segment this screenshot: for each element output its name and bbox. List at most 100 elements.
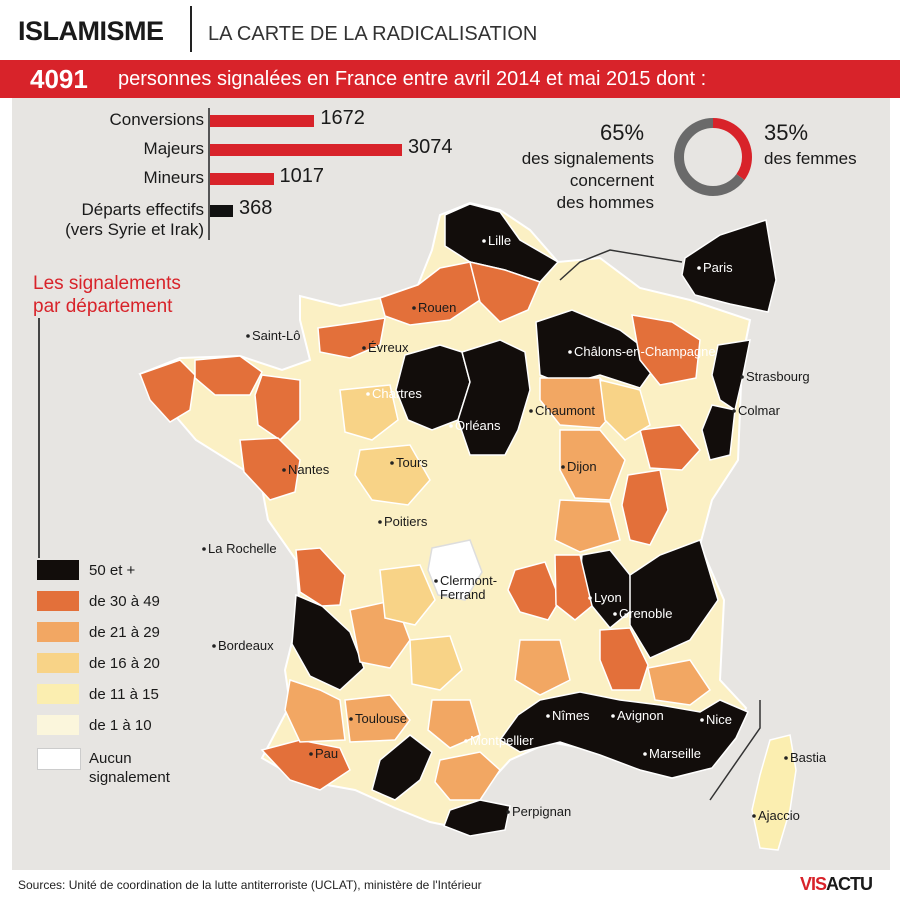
- city-label: Évreux: [368, 340, 409, 355]
- city-dot: [700, 718, 704, 722]
- city-dot: [412, 306, 416, 310]
- stat-label: Départs effectifs (vers Syrie et Irak): [65, 200, 204, 239]
- dept-loiret: [457, 339, 531, 456]
- legend-label: de 11 à 15: [89, 686, 159, 703]
- legend-swatch: [37, 622, 79, 642]
- city-dot: [506, 810, 510, 814]
- stat-label: Conversions: [109, 110, 205, 129]
- city-label: Nantes: [288, 462, 330, 477]
- stat-bar: [210, 173, 274, 185]
- stat-label: Mineurs: [143, 168, 204, 187]
- city-label: Paris: [703, 260, 733, 275]
- dept-gers: [344, 694, 411, 743]
- city-label: Grenoble: [619, 606, 672, 621]
- dept-cotes-armor: [194, 355, 263, 396]
- dept-loire: [507, 561, 561, 621]
- dept-bretagne-west: [139, 359, 196, 423]
- city-dot: [697, 266, 701, 270]
- city-label: Nîmes: [552, 708, 590, 723]
- dept-isere: [629, 539, 719, 659]
- city-label: Chartres: [372, 386, 422, 401]
- city-dot: [202, 547, 206, 551]
- city-label: Orléans: [455, 418, 501, 433]
- legend-label: Aucun signalement: [89, 750, 170, 786]
- dept-charente-maritime: [295, 547, 346, 607]
- legend-swatch: [37, 653, 79, 673]
- legend-title: Les signalements par département: [33, 273, 181, 317]
- city-dot: [752, 814, 756, 818]
- city-label: Bastia: [790, 750, 827, 765]
- dept-creuse: [379, 564, 436, 626]
- city-dot: [246, 334, 250, 338]
- legend-label: de 1 à 10: [89, 717, 152, 734]
- city-label: Ajaccio: [758, 808, 800, 823]
- dept-indre-loire: [354, 444, 431, 506]
- dept-ain: [554, 554, 593, 621]
- page-title: LA CARTE DE LA RADICALISATION: [208, 23, 538, 45]
- city-dot: [529, 409, 533, 413]
- stats-axis: [208, 108, 210, 240]
- city-label: Nice: [706, 712, 732, 727]
- women-text: des femmes: [764, 149, 857, 168]
- city-dot: [568, 350, 572, 354]
- dept-loire-atlantique: [239, 437, 301, 501]
- city-label: Châlons-en-Champagne: [574, 344, 716, 359]
- city-dot: [282, 468, 286, 472]
- city-dot: [212, 644, 216, 648]
- city-label: Lyon: [594, 590, 622, 605]
- women-percentage: 35%: [764, 120, 809, 145]
- city-dot: [643, 752, 647, 756]
- city-label: Colmar: [738, 403, 781, 418]
- dept-calvados: [317, 317, 386, 359]
- dept-somme: [468, 260, 542, 323]
- city-label: Strasbourg: [746, 369, 810, 384]
- city-dot: [784, 756, 788, 760]
- legend-label: de 16 à 20: [89, 655, 160, 672]
- brand-logo: VISACTU: [800, 874, 873, 895]
- source-note: Sources: Unité de coordination de la lut…: [18, 878, 482, 892]
- city-dot: [464, 739, 468, 743]
- header-divider: [190, 6, 192, 52]
- city-dot: [449, 424, 453, 428]
- stat-value: 1017: [279, 165, 325, 187]
- men-text: des signalements concernent des hommes: [521, 149, 654, 212]
- city-dot: [349, 717, 353, 721]
- city-dot: [613, 612, 617, 616]
- legend-swatch: [37, 591, 79, 611]
- corsica: [751, 734, 797, 851]
- logo-vis: VIS: [800, 874, 827, 894]
- paris-connector: [559, 249, 683, 281]
- city-dot: [309, 752, 313, 756]
- men-percentage: 65%: [600, 120, 645, 145]
- logo-actu: ACTU: [826, 874, 873, 894]
- dept-lot: [409, 635, 463, 691]
- city-label: Dijon: [567, 459, 597, 474]
- banner-total: 4091: [30, 64, 88, 94]
- banner-text: personnes signalées en France entre avri…: [118, 68, 707, 90]
- city-label: Clermont-Ferrand: [440, 573, 497, 602]
- stat-value: 3074: [408, 136, 453, 158]
- city-label: Saint-Lô: [252, 328, 300, 343]
- city-label: Pau: [315, 746, 338, 761]
- gender-donut: [674, 118, 752, 196]
- legend-rule: [38, 318, 40, 558]
- dept-gard: [514, 639, 571, 696]
- city-dot: [366, 392, 370, 396]
- dept-moselle: [631, 314, 701, 386]
- kicker: ISLAMISME: [18, 16, 164, 46]
- city-label: Perpignan: [512, 804, 571, 819]
- dept-cantal: [427, 539, 483, 601]
- legend-swatch: [37, 560, 79, 580]
- city-dot: [732, 409, 736, 413]
- city-label: Bordeaux: [218, 638, 274, 653]
- city-label: Toulouse: [355, 711, 407, 726]
- city-dot: [611, 714, 615, 718]
- stat-bar: [210, 144, 402, 156]
- dept-cote-or: [559, 429, 626, 501]
- legend-swatch: [37, 748, 81, 770]
- city-label: Tours: [396, 455, 428, 470]
- stat-value: 1672: [320, 107, 365, 129]
- legend-label: de 30 à 49: [89, 593, 160, 610]
- header: ISLAMISME LA CARTE DE LA RADICALISATION: [0, 0, 900, 58]
